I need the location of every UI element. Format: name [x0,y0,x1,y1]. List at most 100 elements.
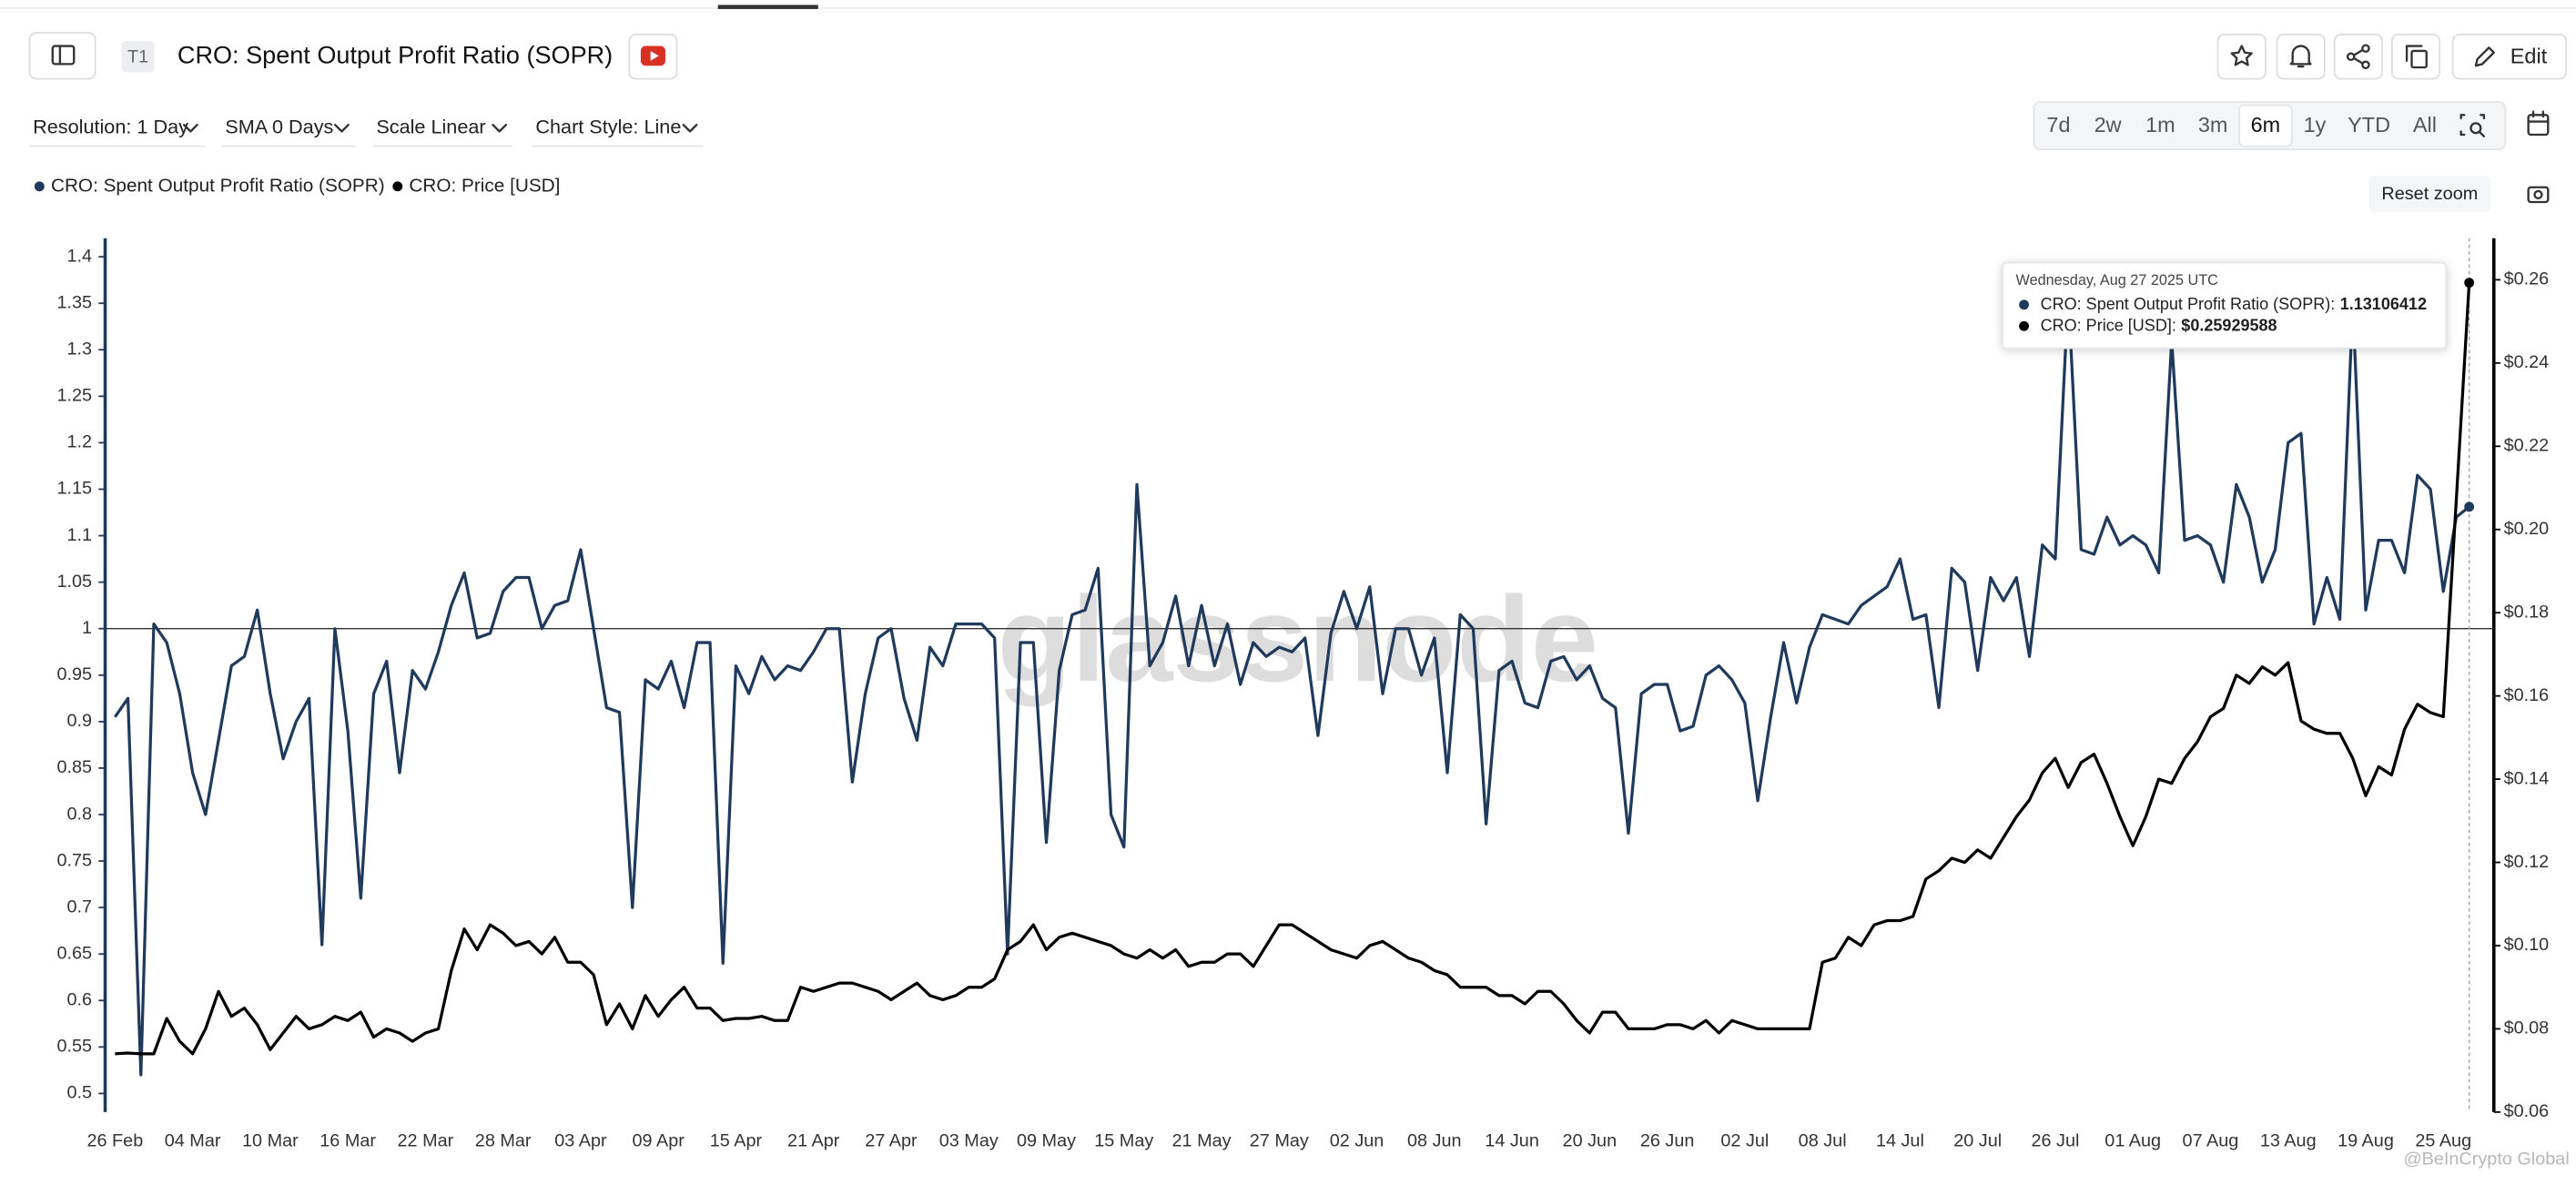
y-tick-label: 1.15 [56,479,92,499]
y-tick-label: 0.55 [56,1037,92,1057]
range-button[interactable]: 6m [2238,104,2293,147]
snapshot-button[interactable] [2527,186,2550,204]
bell-icon [2289,45,2312,68]
x-tick-label: 03 May [939,1131,999,1151]
range-buttons: 7d 2w 1m 3m 6m 1y YTD All [2046,104,2437,147]
y-tick-label: 1.35 [56,292,92,312]
video-button[interactable] [628,33,678,80]
scale-dropdown[interactable]: Scale Linear [376,115,485,137]
x-tick-label: 01 Aug [2104,1131,2161,1151]
range-button[interactable]: 1m [2145,113,2175,137]
tooltip-value: 1.13106412 [2340,295,2427,313]
y2-tick-label: $0.26 [2504,269,2550,289]
alert-button[interactable] [2276,33,2326,80]
reset-zoom-label: Reset zoom [2381,184,2478,204]
tooltip-row: CRO: Price [USD]: $0.25929588 [2041,316,2277,334]
copy-icon [2410,49,2428,69]
x-tick-label: 09 Apr [633,1131,685,1151]
range-label: All [2413,113,2437,137]
tooltip-label: CRO: Spent Output Profit Ratio (SOPR): [2041,295,2336,313]
y-tick-label: 1.3 [66,339,92,360]
x-tick-label: 15 Apr [710,1131,763,1151]
y-tick-label: 0.85 [56,757,92,777]
watermark: @BeInCrypto Global [2403,1149,2569,1169]
y2-tick-label: $0.16 [2504,685,2550,705]
range-button[interactable]: 1y [2304,113,2327,137]
pencil-icon [2474,46,2495,67]
range-label: 6m [2251,113,2281,137]
y-tick-label: 0.9 [66,711,92,731]
share-button[interactable] [2333,33,2383,80]
style-dropdown[interactable]: Chart Style: Line [535,115,681,137]
camera-icon [2527,186,2550,204]
x-tick-label: 19 Aug [2338,1131,2394,1151]
x-tick-label: 26 Jun [1640,1131,1695,1151]
share-icon [2361,60,2370,70]
y2-tick-label: $0.18 [2504,602,2550,622]
series-line [114,292,2470,1077]
y2-tick-label: $0.14 [2504,768,2550,788]
tooltip-value: $0.25929588 [2181,316,2277,334]
hover-point [2464,278,2475,289]
y2-tick-label: $0.12 [2504,852,2550,872]
x-tick-label: 03 Apr [554,1131,607,1151]
reset-zoom-button[interactable]: Reset zoom [2368,176,2491,212]
range-label: 1y [2304,113,2327,137]
y-tick-label: 1.05 [56,572,92,592]
tooltip-swatch [2019,320,2029,331]
x-tick-label: 21 May [1171,1131,1231,1151]
range-button[interactable]: 7d [2046,113,2070,137]
calendar-icon [2527,114,2550,137]
range-button[interactable]: All [2413,113,2437,137]
x-tick-label: 13 Aug [2260,1131,2317,1151]
legend-label[interactable]: CRO: Price [USD] [409,175,560,196]
legend-swatch [392,181,403,192]
x-tick-label: 26 Feb [86,1131,143,1151]
x-tick-label: 02 Jul [1720,1131,1769,1151]
range-button[interactable]: 3m [2198,113,2228,137]
range-button[interactable]: YTD [2348,113,2390,137]
resolution-dropdown[interactable]: Resolution: 1 Day [33,115,188,137]
favorite-button[interactable] [2216,33,2267,80]
chevron [682,123,698,133]
button-frame [2390,33,2441,80]
range-label: 3m [2198,113,2228,137]
star-icon [2230,45,2253,66]
button-frame [28,32,96,80]
zoom-icon [2459,114,2486,137]
tooltip-date: Wednesday, Aug 27 2025 UTC [2016,272,2219,289]
edit-button[interactable]: Edit [2451,33,2568,80]
button-frame [2276,33,2326,80]
chevron [182,123,198,133]
active-range [2238,104,2293,147]
zoom-icon [2478,130,2486,137]
x-tick-label: 22 Mar [398,1131,454,1151]
legend-label[interactable]: CRO: Spent Output Profit Ratio (SOPR) [51,175,385,196]
zoom-select-button[interactable] [2459,114,2486,137]
button-frame [2451,33,2568,80]
calendar-icon [2527,110,2550,123]
legend: CRO: Spent Output Profit Ratio (SOPR) CRO… [34,175,560,196]
x-tick-label: 20 Jun [1563,1131,1618,1151]
video-icon [650,50,659,61]
y-tick-label: 0.95 [56,664,92,684]
button-frame [2368,176,2491,212]
range-label: YTD [2348,113,2390,137]
range-button[interactable]: 2w [2094,113,2122,137]
tag: T1 [127,46,148,66]
sidebar-button[interactable] [28,32,96,80]
x-tick-label: 15 May [1094,1131,1153,1151]
active-tab [717,5,818,9]
x-tick-label: 02 Jun [1330,1131,1384,1151]
range-label: 1m [2145,113,2175,137]
x-tick-label: 10 Mar [242,1131,299,1151]
tooltip-row: CRO: Spent Output Profit Ratio (SOPR): 1.… [2041,295,2427,313]
y2-tick-label: $0.10 [2504,935,2550,955]
calendar-button[interactable] [2527,110,2550,137]
copy-button[interactable] [2390,33,2441,80]
y-tick-label: 0.65 [56,943,92,963]
y2-tick-label: $0.22 [2504,436,2550,456]
sma-dropdown[interactable]: SMA 0 Days [225,115,333,137]
